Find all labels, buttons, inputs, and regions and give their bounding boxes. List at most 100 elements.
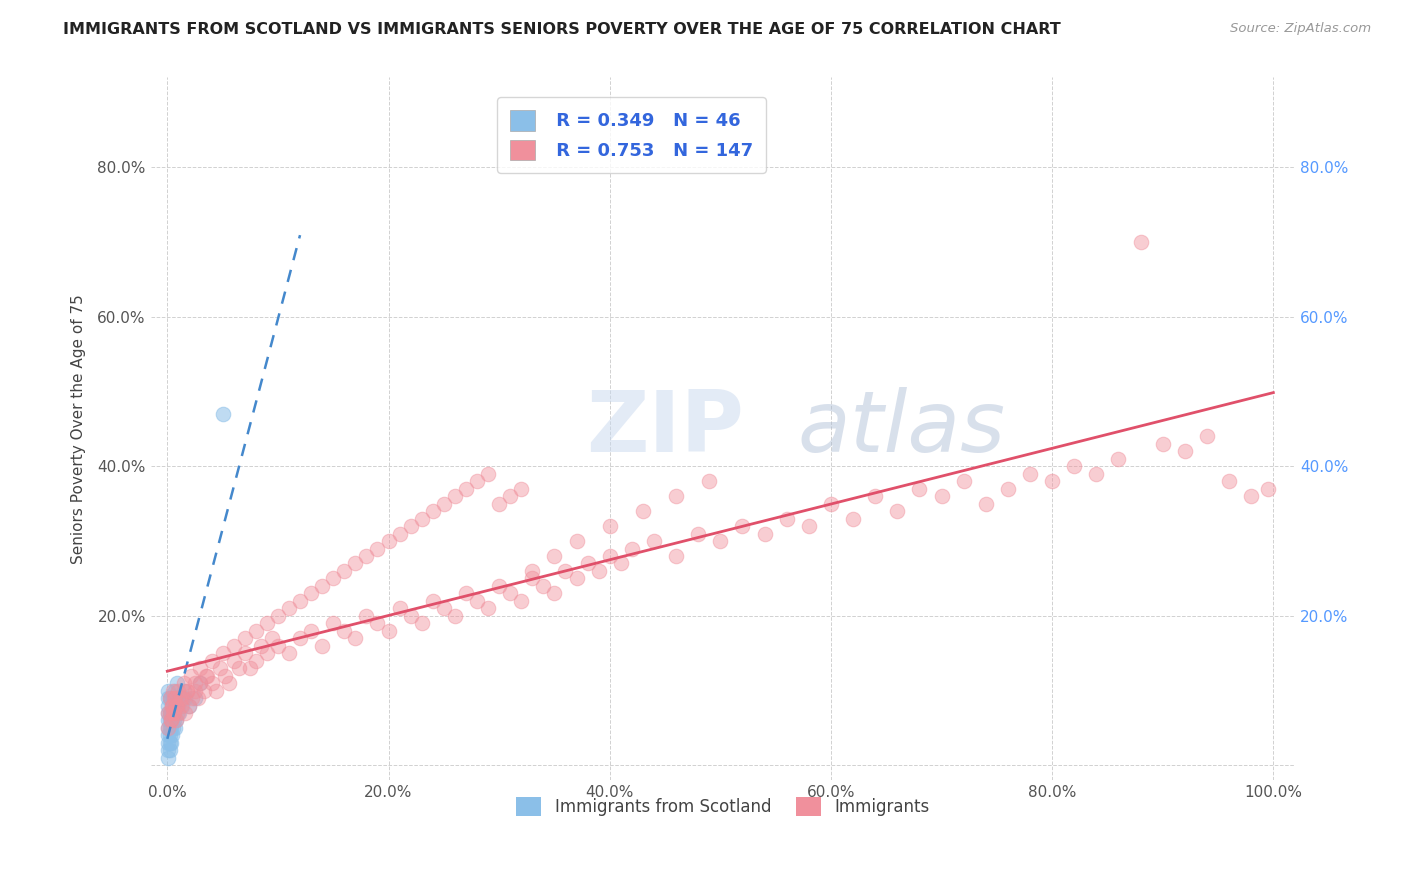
Point: [333, 624, 356, 638]
Point: [620, 541, 643, 556]
Point: [1040, 474, 1063, 488]
Point: [863, 489, 886, 503]
Point: [170, 698, 193, 713]
Point: [1195, 429, 1218, 443]
Point: [250, 639, 273, 653]
Point: [1063, 459, 1085, 474]
Point: [588, 564, 610, 578]
Point: [299, 586, 322, 600]
Point: [184, 683, 207, 698]
Point: [974, 497, 997, 511]
Point: [311, 579, 333, 593]
Point: [278, 646, 301, 660]
Point: [157, 751, 180, 765]
Point: [399, 519, 422, 533]
Point: [952, 474, 974, 488]
Point: [159, 706, 181, 720]
Point: [465, 594, 488, 608]
Point: [1019, 467, 1042, 481]
Point: [165, 698, 187, 713]
Point: [1129, 235, 1152, 249]
Point: [173, 676, 195, 690]
Point: [163, 714, 186, 728]
Point: [190, 676, 212, 690]
Point: [411, 616, 433, 631]
Point: [187, 691, 209, 706]
Point: [477, 601, 499, 615]
Point: [688, 526, 710, 541]
Point: [262, 632, 284, 646]
Point: [731, 519, 754, 533]
Point: [322, 616, 344, 631]
Point: [157, 721, 180, 735]
Point: [388, 601, 411, 615]
Point: [543, 549, 565, 563]
Point: [333, 564, 356, 578]
Point: [162, 683, 184, 698]
Point: [908, 482, 931, 496]
Point: [167, 706, 190, 720]
Point: [157, 691, 180, 706]
Point: [214, 668, 236, 682]
Legend: Immigrants from Scotland, Immigrants: Immigrants from Scotland, Immigrants: [508, 789, 938, 825]
Point: [576, 557, 599, 571]
Point: [366, 541, 388, 556]
Point: [1108, 451, 1130, 466]
Point: [842, 511, 865, 525]
Point: [159, 714, 181, 728]
Point: [165, 714, 187, 728]
Point: [522, 571, 544, 585]
Point: [162, 706, 184, 720]
Point: [797, 519, 820, 533]
Point: [160, 698, 183, 713]
Point: [465, 474, 488, 488]
Point: [165, 691, 187, 706]
Point: [444, 489, 467, 503]
Point: [165, 714, 187, 728]
Point: [167, 683, 190, 698]
Point: [1240, 489, 1263, 503]
Point: [184, 676, 207, 690]
Point: [222, 654, 245, 668]
Point: [776, 511, 799, 525]
Point: [543, 586, 565, 600]
Point: [344, 632, 367, 646]
Text: Source: ZipAtlas.com: Source: ZipAtlas.com: [1230, 22, 1371, 36]
Point: [163, 698, 186, 713]
Point: [1257, 482, 1279, 496]
Point: [697, 474, 720, 488]
Point: [267, 608, 290, 623]
Point: [190, 676, 212, 690]
Point: [157, 736, 180, 750]
Point: [160, 728, 183, 742]
Point: [931, 489, 953, 503]
Point: [169, 691, 191, 706]
Point: [754, 526, 776, 541]
Point: [522, 564, 544, 578]
Point: [218, 676, 240, 690]
Point: [163, 691, 186, 706]
Point: [205, 683, 228, 698]
Point: [356, 549, 378, 563]
Point: [454, 482, 477, 496]
Point: [163, 683, 186, 698]
Point: [160, 698, 183, 713]
Point: [184, 691, 207, 706]
Point: [166, 706, 188, 720]
Point: [311, 639, 333, 653]
Point: [477, 467, 499, 481]
Point: [510, 482, 533, 496]
Point: [162, 706, 184, 720]
Point: [554, 564, 576, 578]
Point: [193, 683, 215, 698]
Point: [233, 632, 256, 646]
Point: [169, 698, 191, 713]
Point: [631, 504, 654, 518]
Point: [159, 691, 181, 706]
Point: [1085, 467, 1108, 481]
Point: [245, 624, 267, 638]
Y-axis label: Seniors Poverty Over the Age of 75: Seniors Poverty Over the Age of 75: [72, 294, 86, 564]
Text: IMMIGRANTS FROM SCOTLAND VS IMMIGRANTS SENIORS POVERTY OVER THE AGE OF 75 CORREL: IMMIGRANTS FROM SCOTLAND VS IMMIGRANTS S…: [63, 22, 1062, 37]
Point: [344, 557, 367, 571]
Point: [399, 608, 422, 623]
